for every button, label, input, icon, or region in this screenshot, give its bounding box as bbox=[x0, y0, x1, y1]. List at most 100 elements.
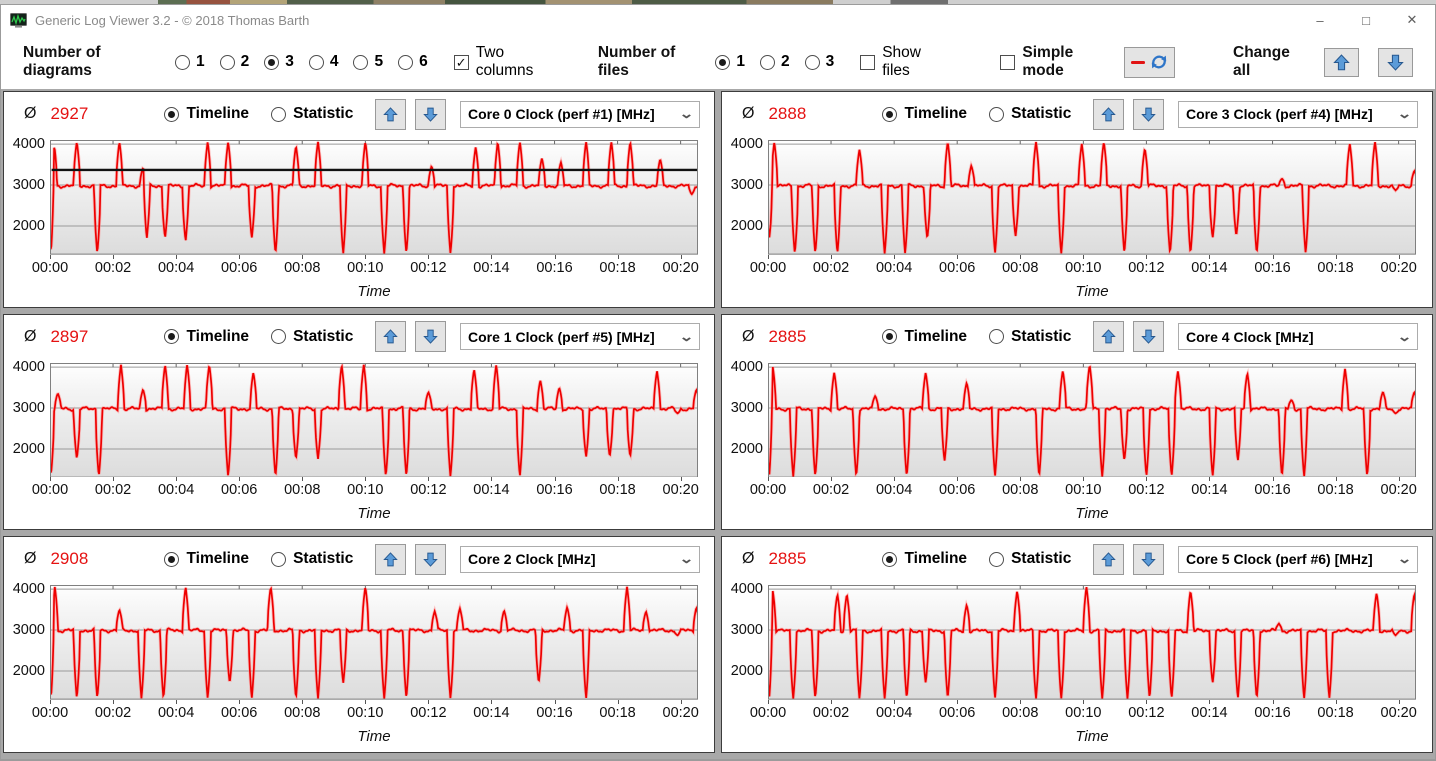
minimize-button[interactable]: – bbox=[1297, 5, 1343, 35]
diagram-count-radio-1[interactable]: 1 bbox=[174, 53, 205, 71]
move-signal-down-button[interactable] bbox=[415, 543, 447, 575]
x-tick-mark bbox=[1209, 254, 1211, 259]
signal-select-value: Core 5 Clock (perf #6) [MHz] bbox=[1186, 551, 1373, 568]
radio-label: 1 bbox=[195, 53, 205, 70]
x-tick-mark bbox=[1020, 700, 1022, 704]
x-tick-mark bbox=[1020, 477, 1022, 482]
chevron-down-icon: ⌄ bbox=[1396, 551, 1413, 567]
file-count-radio-3[interactable]: 3 bbox=[804, 53, 834, 71]
statistic-radio[interactable]: Statistic bbox=[989, 550, 1071, 568]
x-tick-mark bbox=[365, 254, 367, 259]
timeline-label: Timeline bbox=[186, 550, 250, 568]
timeline-radio[interactable]: Timeline bbox=[882, 328, 967, 346]
signal-select[interactable]: Core 5 Clock (perf #6) [MHz] ⌄ bbox=[1178, 545, 1418, 573]
timeline-radio[interactable]: Timeline bbox=[882, 550, 967, 568]
average-value: 2927 bbox=[50, 104, 89, 123]
statistic-radio[interactable]: Statistic bbox=[989, 328, 1071, 346]
signal-select[interactable]: Core 0 Clock (perf #1) [MHz] ⌄ bbox=[460, 100, 700, 128]
move-signal-up-button[interactable] bbox=[1093, 543, 1125, 575]
x-tick-label: 00:16 bbox=[1254, 259, 1291, 276]
signal-select[interactable]: Core 4 Clock [MHz] ⌄ bbox=[1178, 323, 1418, 351]
signal-select[interactable]: Core 2 Clock [MHz] ⌄ bbox=[460, 545, 700, 573]
x-tick-label: 00:06 bbox=[221, 259, 258, 276]
diagram-count-radio-4[interactable]: 4 bbox=[308, 53, 339, 71]
x-axis-title: Time bbox=[1075, 505, 1109, 523]
radio-label: 1 bbox=[736, 53, 745, 70]
up-arrow-icon bbox=[1101, 329, 1117, 344]
move-signal-down-button[interactable] bbox=[1133, 321, 1165, 353]
statistic-radio[interactable]: Statistic bbox=[271, 328, 353, 346]
diagram-count-radio-3[interactable]: 3 bbox=[264, 53, 294, 71]
radio-icon bbox=[219, 54, 235, 70]
file-count-radio-1[interactable]: 1 bbox=[715, 53, 745, 71]
two-columns-checkbox[interactable]: ✓ Two columns bbox=[453, 44, 556, 80]
timeline-radio[interactable]: Timeline bbox=[882, 105, 967, 123]
x-tick-mark bbox=[1272, 254, 1274, 259]
x-tick-label: 00:02 bbox=[94, 482, 132, 499]
x-tick-mark bbox=[617, 477, 619, 482]
change-all-down-button[interactable] bbox=[1378, 47, 1414, 77]
checkbox-icon bbox=[1000, 54, 1016, 70]
move-signal-up-button[interactable] bbox=[375, 543, 407, 575]
plot-area[interactable] bbox=[768, 585, 1416, 700]
x-tick-mark bbox=[768, 477, 769, 482]
x-tick-mark bbox=[239, 477, 241, 482]
radio-icon bbox=[271, 551, 287, 567]
average-value: 2897 bbox=[50, 326, 89, 346]
x-tick-label: 00:02 bbox=[94, 259, 132, 276]
average-symbol: Ø bbox=[24, 327, 37, 345]
move-signal-down-button[interactable] bbox=[415, 98, 447, 130]
move-signal-down-button[interactable] bbox=[1133, 98, 1165, 130]
plot-area[interactable] bbox=[50, 362, 698, 478]
x-tick-label: 00:12 bbox=[1128, 482, 1165, 499]
close-button[interactable]: ✕ bbox=[1389, 5, 1435, 35]
line-style-refresh-button[interactable] bbox=[1124, 46, 1176, 78]
up-arrow-icon bbox=[1333, 53, 1350, 70]
maximize-button[interactable]: □ bbox=[1343, 5, 1389, 35]
show-files-checkbox[interactable]: Show files bbox=[860, 44, 944, 80]
radio-label: 4 bbox=[329, 53, 339, 70]
x-tick-mark bbox=[239, 254, 241, 259]
x-tick-mark bbox=[1272, 700, 1274, 704]
move-signal-up-button[interactable] bbox=[1093, 98, 1125, 130]
x-tick-label: 00:06 bbox=[939, 259, 976, 276]
move-signal-down-button[interactable] bbox=[415, 321, 447, 353]
x-axis-labels: 00:00 00:02 00:04 00:06 00:08 00:10 00:12 00:14… bbox=[32, 477, 699, 503]
x-tick-mark bbox=[894, 700, 896, 704]
change-all-up-button[interactable] bbox=[1324, 47, 1360, 77]
x-tick-label: 00:08 bbox=[284, 259, 321, 276]
timeline-radio[interactable]: Timeline bbox=[164, 105, 249, 123]
timeline-radio[interactable]: Timeline bbox=[164, 328, 249, 346]
plot-area[interactable] bbox=[50, 585, 698, 700]
signal-select[interactable]: Core 1 Clock (perf #5) [MHz] ⌄ bbox=[460, 323, 700, 351]
plot-area[interactable] bbox=[50, 140, 698, 255]
diagram-count-radio-5[interactable]: 5 bbox=[353, 53, 383, 71]
radio-icon bbox=[398, 54, 414, 70]
diagram-count-radio-2[interactable]: 2 bbox=[219, 53, 249, 71]
timeline-radio[interactable]: Timeline bbox=[164, 550, 249, 568]
statistic-radio[interactable]: Statistic bbox=[989, 105, 1071, 123]
move-signal-up-button[interactable] bbox=[375, 321, 407, 353]
statistic-label: Statistic bbox=[293, 105, 354, 122]
statistic-radio[interactable]: Statistic bbox=[271, 105, 353, 123]
x-tick-mark bbox=[491, 700, 493, 704]
plot-area[interactable] bbox=[768, 362, 1416, 478]
x-tick-label: 00:18 bbox=[1317, 705, 1354, 721]
move-signal-up-button[interactable] bbox=[1093, 321, 1125, 353]
simple-mode-checkbox[interactable]: Simple mode bbox=[1000, 44, 1108, 80]
diagram-panel: Ø 2885 Timeline Statistic Core 4 Clock [… bbox=[721, 313, 1433, 531]
move-signal-up-button[interactable] bbox=[375, 98, 407, 130]
statistic-radio[interactable]: Statistic bbox=[271, 550, 353, 568]
radio-icon bbox=[804, 54, 820, 70]
signal-select[interactable]: Core 3 Clock (perf #4) [MHz] ⌄ bbox=[1178, 100, 1418, 128]
x-tick-mark bbox=[176, 700, 178, 704]
move-signal-down-button[interactable] bbox=[1133, 543, 1165, 575]
diagram-count-radio-6[interactable]: 6 bbox=[398, 53, 428, 71]
y-tick-label: 3000 bbox=[730, 399, 763, 416]
file-count-radio-2[interactable]: 2 bbox=[759, 53, 790, 71]
radio-icon bbox=[989, 329, 1005, 345]
plot-area[interactable] bbox=[768, 140, 1416, 255]
window-controls: – □ ✕ bbox=[1297, 5, 1435, 35]
x-tick-mark bbox=[491, 254, 493, 259]
x-tick-label: 00:14 bbox=[473, 705, 510, 721]
